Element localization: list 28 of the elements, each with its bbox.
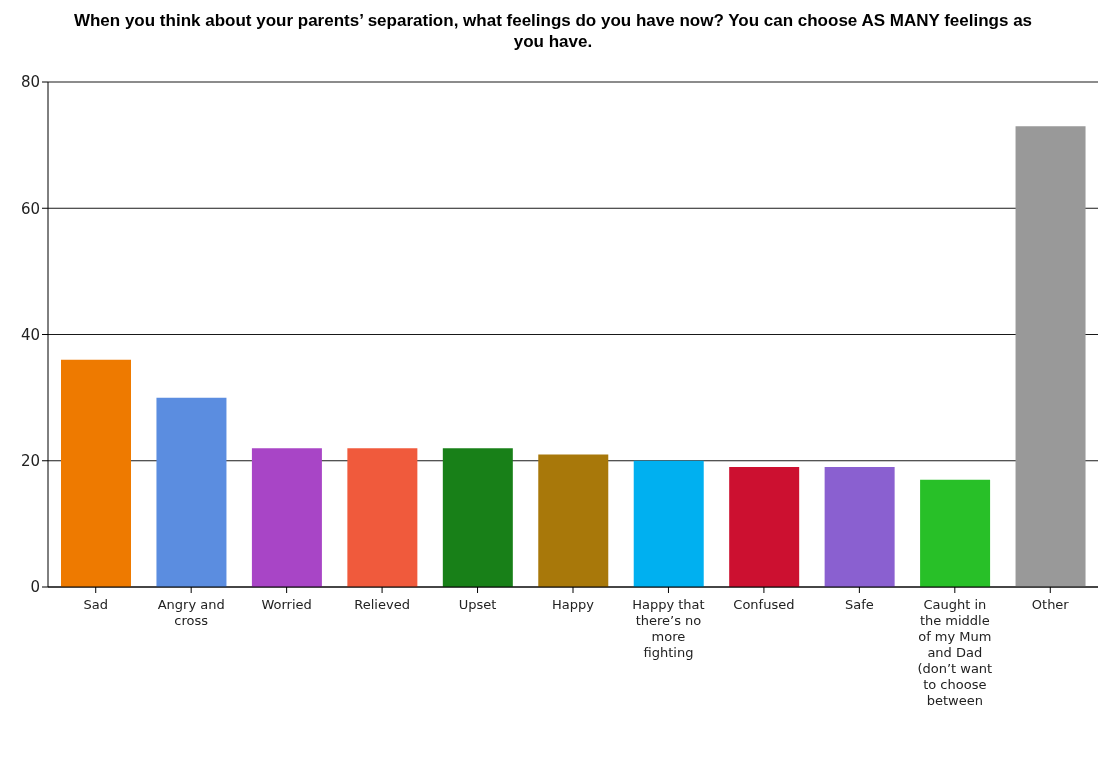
y-tick-label: 20 (20, 452, 40, 471)
chart-title: When you think about your parents’ separation, what feelings do you have now? You can choose AS MANY feelings as you have. (72, 10, 1034, 52)
x-tick-label: Safe (844, 597, 874, 612)
bar (824, 467, 895, 587)
y-tick-label: 40 (20, 325, 40, 344)
bar (156, 397, 227, 587)
x-tick-label: Caught in the middle of my Mum and Dad (don’t want to choose between (917, 597, 993, 708)
bar (729, 467, 800, 587)
bar (633, 460, 704, 587)
x-tick-label: Upset (458, 597, 497, 612)
bar (920, 479, 991, 587)
x-tick-label: Sad (83, 597, 108, 612)
y-tick-label: 80 (20, 73, 40, 92)
x-tick-label: Angry and cross (157, 597, 225, 628)
x-tick-label: Happy (552, 597, 595, 612)
x-tick-label: Confused (733, 597, 795, 612)
y-tick-label: 60 (20, 199, 40, 218)
bar (61, 359, 131, 587)
bar (538, 454, 609, 587)
x-tick-label: Happy that there’s no more fighting (632, 597, 705, 660)
bar (347, 448, 418, 587)
x-tick-label: Other (1031, 597, 1070, 612)
x-tick-label: Relieved (354, 597, 410, 612)
bar (251, 448, 322, 587)
y-tick-label: 0 (30, 578, 40, 597)
x-tick-label: Worried (261, 597, 312, 612)
bar (442, 448, 513, 587)
bar (1015, 126, 1086, 587)
